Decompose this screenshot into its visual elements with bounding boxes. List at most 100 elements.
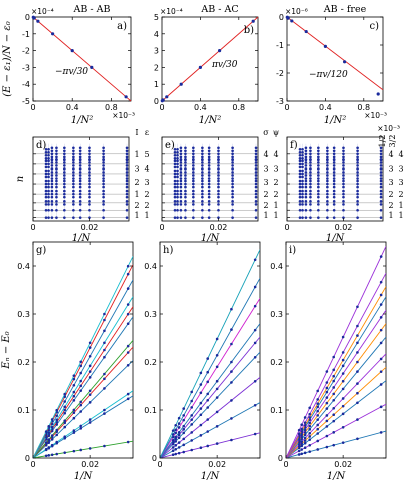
data-point: [316, 418, 320, 421]
data-point: [88, 354, 92, 358]
data-point: [126, 351, 130, 354]
data-point: [379, 370, 383, 373]
data-point: [182, 428, 186, 431]
data-point: [253, 379, 257, 383]
data-point: [103, 355, 106, 359]
data-point: [215, 425, 219, 428]
data-point: [103, 348, 106, 352]
y-tick-label: 0.1: [144, 406, 157, 415]
data-point: [341, 397, 345, 400]
data-point: [300, 440, 304, 443]
x-exponent: ×10⁻³: [112, 111, 135, 120]
data-point: [79, 410, 83, 413]
y-tick-label: 2: [154, 63, 159, 72]
data-point: [376, 92, 380, 96]
y-tick-label: 0.2: [17, 358, 30, 367]
side-label-right: 1: [398, 201, 403, 210]
y-tick-label: 0: [25, 454, 30, 463]
data-point: [88, 341, 92, 345]
y-tick-label: 1: [154, 80, 159, 89]
side-label-left: 3: [134, 165, 139, 174]
data-point: [356, 305, 359, 309]
data-point: [63, 451, 67, 454]
x-tick-label: 0: [30, 460, 35, 469]
data-point: [177, 430, 181, 434]
data-point: [126, 272, 130, 276]
series-line: [160, 298, 260, 458]
data-point: [308, 424, 312, 428]
data-point: [190, 390, 194, 394]
data-point: [126, 303, 130, 306]
series-line: [33, 279, 133, 458]
data-point: [55, 408, 59, 412]
y-tick-label: 0.4: [270, 262, 283, 271]
y-tick-label: -2: [22, 47, 30, 56]
data-point: [79, 371, 83, 375]
data-point: [177, 433, 181, 437]
data-point: [47, 441, 51, 444]
data-point: [308, 443, 312, 447]
data-point: [88, 421, 92, 424]
data-point: [72, 374, 76, 377]
data-point: [79, 427, 83, 430]
data-point: [199, 423, 203, 427]
data-point: [103, 318, 106, 322]
data-point: [332, 407, 336, 410]
side-header-left: I: [135, 128, 138, 137]
fit-line: [161, 16, 259, 102]
data-point: [190, 431, 194, 434]
data-point: [332, 443, 336, 447]
side-label-right: 5: [144, 150, 149, 159]
data-point: [308, 450, 312, 453]
data-point: [182, 450, 186, 454]
data-point: [72, 383, 76, 387]
side-header-left: σ: [263, 128, 269, 137]
data-point: [356, 418, 359, 421]
data-point: [332, 386, 336, 389]
series-line: [33, 256, 133, 458]
side-label-right: 2: [144, 190, 149, 199]
data-point: [126, 397, 130, 401]
data-point: [316, 432, 320, 435]
data-point: [316, 423, 320, 427]
data-point: [316, 405, 320, 409]
data-point: [379, 431, 383, 434]
data-point: [206, 418, 210, 421]
data-point: [379, 280, 383, 284]
x-axis-label: 1/N: [326, 233, 346, 244]
data-point: [297, 432, 301, 436]
series-line: [286, 286, 386, 458]
data-point: [356, 401, 359, 405]
data-point: [356, 370, 359, 373]
y-tick-label: 0.2: [270, 358, 283, 367]
data-point: [253, 356, 257, 359]
data-point: [356, 341, 359, 345]
data-point: [300, 423, 304, 427]
data-point: [88, 389, 92, 393]
y-tick-label: 5: [154, 13, 159, 22]
data-point: [72, 408, 76, 412]
data-point: [55, 418, 59, 422]
data-point: [230, 328, 233, 331]
data-point: [190, 414, 194, 417]
panel-b: 0 1 2 3 4 5 0 0.4 0.8 b) ×10⁻⁴ AB - AC 1/N² πv/30: [154, 4, 259, 126]
x-tick-label: 0: [157, 460, 162, 469]
side-header-right: ψ: [273, 128, 279, 137]
data-point: [70, 49, 74, 53]
data-point: [341, 441, 345, 444]
side-label-left: 1: [134, 211, 139, 220]
data-point: [190, 439, 194, 442]
data-point: [198, 65, 202, 69]
data-point: [215, 396, 219, 399]
series-line: [160, 351, 260, 458]
data-point: [316, 427, 320, 431]
side-label-left: 2: [263, 190, 268, 199]
data-point: [72, 390, 76, 394]
data-point: [199, 401, 203, 405]
y-exponent: ×10⁻⁴: [31, 7, 54, 16]
data-point: [174, 431, 178, 435]
data-point: [36, 19, 40, 23]
side-label-left: 3: [263, 178, 268, 187]
data-point: [88, 346, 92, 349]
